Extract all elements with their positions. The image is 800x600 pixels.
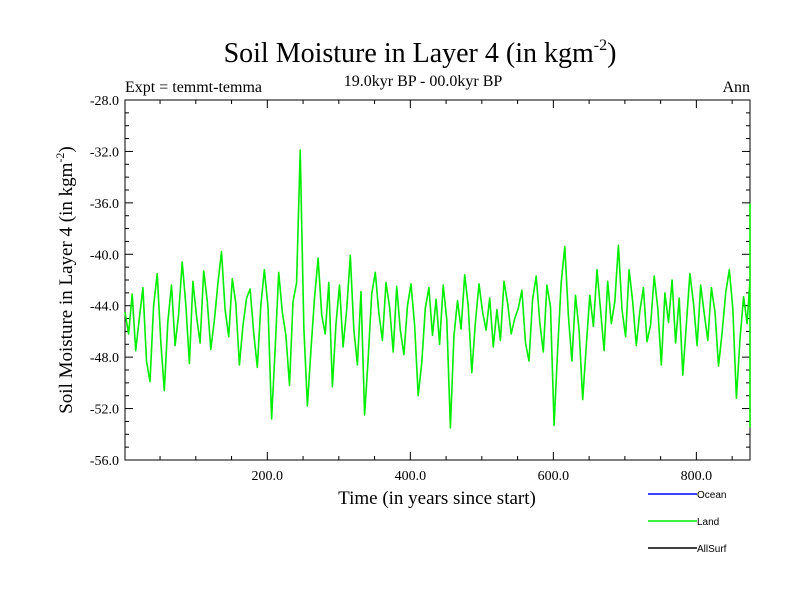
legend-label-ocean: Ocean [697,490,726,501]
legend-label-allsurf: AllSurf [697,544,727,555]
y-tick-label: -40.0 [90,248,119,263]
legend: Ocean Land AllSurf [648,490,727,555]
y-tick-label: -48.0 [90,351,119,366]
y-tick-label: -32.0 [90,145,119,160]
x-axis-title: Time (in years since start) [338,488,536,509]
y-tick-label: -28.0 [90,94,119,109]
y-axis-title: Soil Moisture in Layer 4 (in kgm-2) [53,146,77,414]
y-tick-label: -56.0 [90,454,119,469]
y-tick-label: -36.0 [90,197,119,212]
y-tick-label: -52.0 [90,403,119,418]
y-tick-label: -44.0 [90,300,119,315]
x-axis: 200.0 400.0 600.0 800.0 [159,100,733,484]
x-tick-label: 400.0 [395,469,427,484]
chart-subtitle: 19.0kyr BP - 00.0kyr BP [344,73,503,90]
legend-label-land: Land [697,517,719,528]
x-tick-label: 200.0 [252,469,284,484]
y-axis: -28.0 -32.0 -36.0 -40.0 -44.0 -48.0 -52.0 -56.0 [90,94,750,469]
x-tick-label: 600.0 [538,469,570,484]
series-line-land [124,149,751,429]
chart-title: Soil Moisture in Layer 4 (in kgm-2) [224,37,617,69]
experiment-label: Expt = temmt-temma [125,79,262,96]
series-layer [124,149,751,429]
x-tick-label: 800.0 [681,469,713,484]
season-label: Ann [722,79,750,96]
